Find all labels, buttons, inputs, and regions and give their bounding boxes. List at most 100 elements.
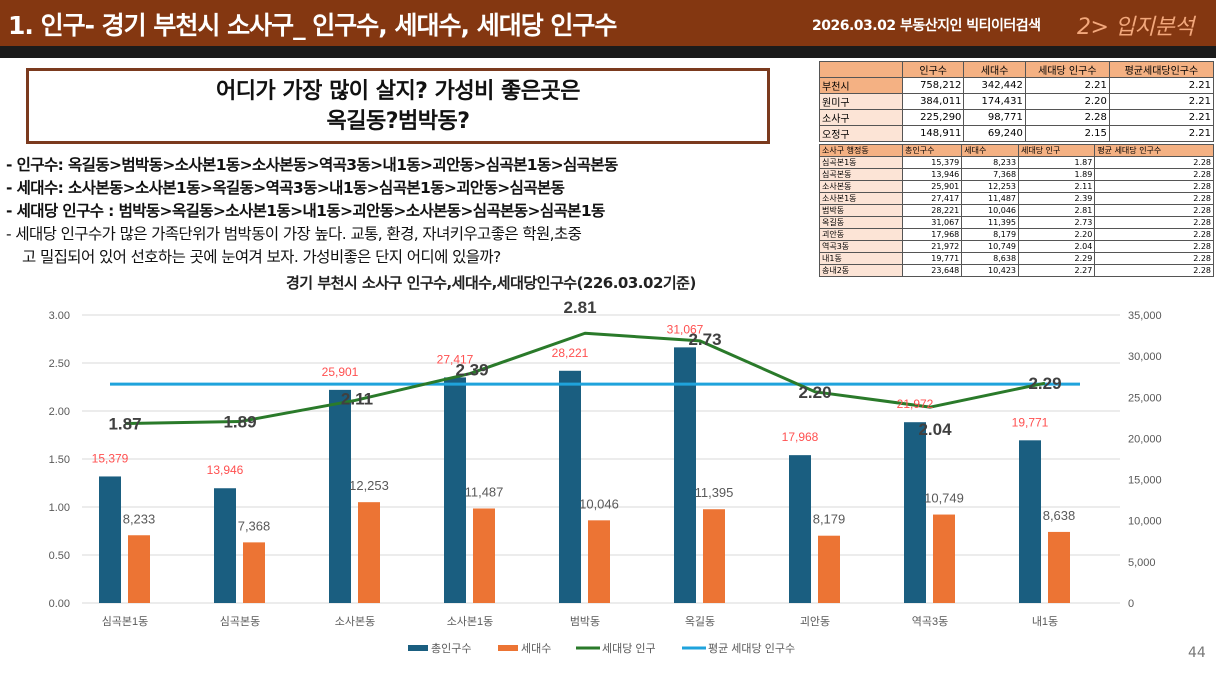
- header-cell: 세대당 인구: [1018, 144, 1096, 157]
- total-population-data-label: 28,221: [552, 346, 589, 360]
- cell: 2.11: [1018, 180, 1096, 193]
- bullet-population-rank: - 인구수: 옥길동>범박동>소사본1동>소사본동>역곡3동>내1동>괴안동>심…: [6, 156, 618, 174]
- right-axis-tick-label: 35,000: [1128, 310, 1162, 322]
- row-label: 소사본1동: [819, 192, 903, 205]
- bar-total-population: [559, 370, 581, 603]
- bullet-per-household-rank: - 세대당 인구수 : 범박동>옥길동>소사본1동>내1동>괴안동>소사본동>심…: [6, 202, 605, 220]
- summary-table: 인구수 세대수 세대당 인구수 평균세대당인구수 부천시 758,212 342…: [819, 61, 1215, 142]
- bar-total-population: [1019, 440, 1041, 603]
- table-row: 심곡본동 13,946 7,368 1.89 2.28: [819, 168, 1214, 181]
- cell: 225,290: [901, 109, 965, 126]
- cell: 2.73: [1018, 216, 1096, 229]
- row-label: 송내2동: [819, 264, 903, 277]
- legend-swatch-households: [498, 645, 518, 651]
- table-row: 부천시 758,212 342,442 2.21 2.21: [819, 77, 1215, 94]
- legend-label: 평균 세대당 인구수: [708, 642, 795, 655]
- row-label: 소사구: [819, 109, 903, 126]
- left-axis-tick-label: 0.50: [49, 550, 70, 562]
- cell: 2.29: [1018, 252, 1096, 265]
- cell: 31,067: [901, 216, 963, 229]
- bar-total-population: [904, 422, 926, 603]
- x-axis-category-label: 괴안동: [800, 615, 830, 628]
- households-data-label: 12,253: [349, 478, 389, 493]
- left-axis-tick-label: 0.00: [49, 598, 70, 610]
- bar-households: [588, 520, 610, 603]
- table-row: 괴안동 17,968 8,179 2.20 2.28: [819, 228, 1214, 241]
- per-household-data-label: 2.20: [798, 383, 831, 402]
- bar-households: [358, 502, 380, 603]
- bar-total-population: [674, 347, 696, 603]
- right-axis-tick-label: 10,000: [1128, 516, 1162, 528]
- header-cell: 총인구수: [901, 144, 963, 157]
- right-axis-tick-label: 20,000: [1128, 433, 1162, 445]
- cell: 384,011: [901, 93, 965, 110]
- dong-table-header: 소사구 행정동 총인구수 세대수 세대당 인구 평균 세대당 인구수: [819, 144, 1214, 157]
- cell: 2.20: [1018, 228, 1096, 241]
- table-row: 송내2동 23,648 10,423 2.27 2.28: [819, 264, 1214, 277]
- cell: 8,638: [961, 252, 1020, 265]
- total-population-data-label: 27,417: [437, 352, 474, 366]
- cell: 174,431: [963, 93, 1026, 110]
- x-axis-category-label: 옥길동: [685, 615, 715, 628]
- table-row: 소사본동 25,901 12,253 2.11 2.28: [819, 180, 1214, 193]
- total-population-data-label: 25,901: [322, 365, 359, 379]
- summary-table-header: 인구수 세대수 세대당 인구수 평균세대당인구수: [819, 61, 1215, 78]
- households-data-label: 8,233: [123, 511, 156, 526]
- x-axis-category-label: 내1동: [1032, 615, 1058, 628]
- question-box: 어디가 가장 많이 살지? 가성비 좋은곳은 옥길동?범박동?: [26, 68, 770, 144]
- right-axis-tick-label: 5,000: [1128, 557, 1156, 569]
- table-row: 소사구 225,290 98,771 2.28 2.21: [819, 109, 1215, 126]
- title-bar: 1. 인구- 경기 부천시 소사구_ 인구수, 세대수, 세대당 인구수 202…: [0, 0, 1216, 46]
- bar-total-population: [444, 377, 466, 603]
- bar-households: [1048, 531, 1070, 603]
- cell: 15,379: [901, 156, 963, 169]
- cell: 10,749: [961, 240, 1020, 253]
- per-household-data-label: 2.73: [688, 330, 721, 349]
- bar-households: [128, 535, 150, 603]
- combo-chart: 0.00 0.50 1.00 1.50 2.00 2.50 3.00 0 5,000 10,000…: [49, 298, 1162, 655]
- per-household-data-label: 2.81: [563, 298, 596, 317]
- cell: 2.28: [1094, 252, 1214, 265]
- cell: 148,911: [901, 125, 965, 142]
- households-data-label: 8,179: [813, 512, 846, 527]
- cell: 11,487: [961, 192, 1020, 205]
- cell: 758,212: [901, 77, 965, 94]
- right-axis-tick-label: 25,000: [1128, 392, 1162, 404]
- row-label: 소사본동: [819, 180, 903, 193]
- bullet-household-rank: - 세대수: 소사본동>소사본1동>옥길동>역곡3동>내1동>심곡본1동>괴안동…: [6, 179, 565, 197]
- cell: 19,771: [901, 252, 963, 265]
- per-household-line: [124, 331, 1046, 425]
- table-row: 범박동 28,221 10,046 2.81 2.28: [819, 204, 1214, 217]
- bullet-commentary-continuation: 고 밀집되어 있어 선호하는 곳에 눈여겨 보자. 가성비좋은 단지 어디에 있…: [22, 248, 501, 266]
- cell: 17,968: [901, 228, 963, 241]
- households-data-label: 11,487: [465, 484, 504, 499]
- header-cell: 소사구 행정동: [819, 144, 903, 157]
- cell: 2.39: [1018, 192, 1096, 205]
- x-axis-category-label: 역곡3동: [912, 615, 948, 628]
- cell: 2.28: [1094, 180, 1214, 193]
- header-cell: 평균 세대당 인구수: [1094, 144, 1214, 157]
- page-title: 1. 인구- 경기 부천시 소사구_ 인구수, 세대수, 세대당 인구수: [8, 11, 617, 40]
- left-axis-tick-label: 3.00: [49, 310, 70, 322]
- cell: 27,417: [901, 192, 963, 205]
- per-household-data-label: 2.04: [918, 420, 952, 439]
- header-cell: 세대수: [963, 61, 1026, 78]
- table-row: 옥길동 31,067 11,395 2.73 2.28: [819, 216, 1214, 229]
- legend-label: 세대수: [521, 642, 551, 655]
- per-household-data-label: 2.11: [341, 389, 373, 408]
- cell: 2.81: [1018, 204, 1096, 217]
- cell: 2.28: [1024, 109, 1110, 126]
- left-axis-tick-label: 2.50: [49, 358, 70, 370]
- cell: 21,972: [901, 240, 963, 253]
- bullet-list: - 인구수: 옥길동>범박동>소사본1동>소사본동>역곡3동>내1동>괴안동>심…: [6, 154, 818, 269]
- bar-households: [243, 542, 265, 603]
- x-axis-category-label: 범박동: [570, 615, 600, 628]
- cell: 28,221: [901, 204, 963, 217]
- table-row: 원미구 384,011 174,431 2.20 2.21: [819, 93, 1215, 110]
- header-cell: [819, 61, 903, 78]
- bar-total-population: [99, 476, 121, 603]
- x-axis-category-label: 소사본동: [335, 615, 375, 628]
- households-data-label: 7,368: [238, 518, 271, 533]
- cell: 2.28: [1094, 264, 1214, 277]
- bar-total-population: [214, 488, 236, 603]
